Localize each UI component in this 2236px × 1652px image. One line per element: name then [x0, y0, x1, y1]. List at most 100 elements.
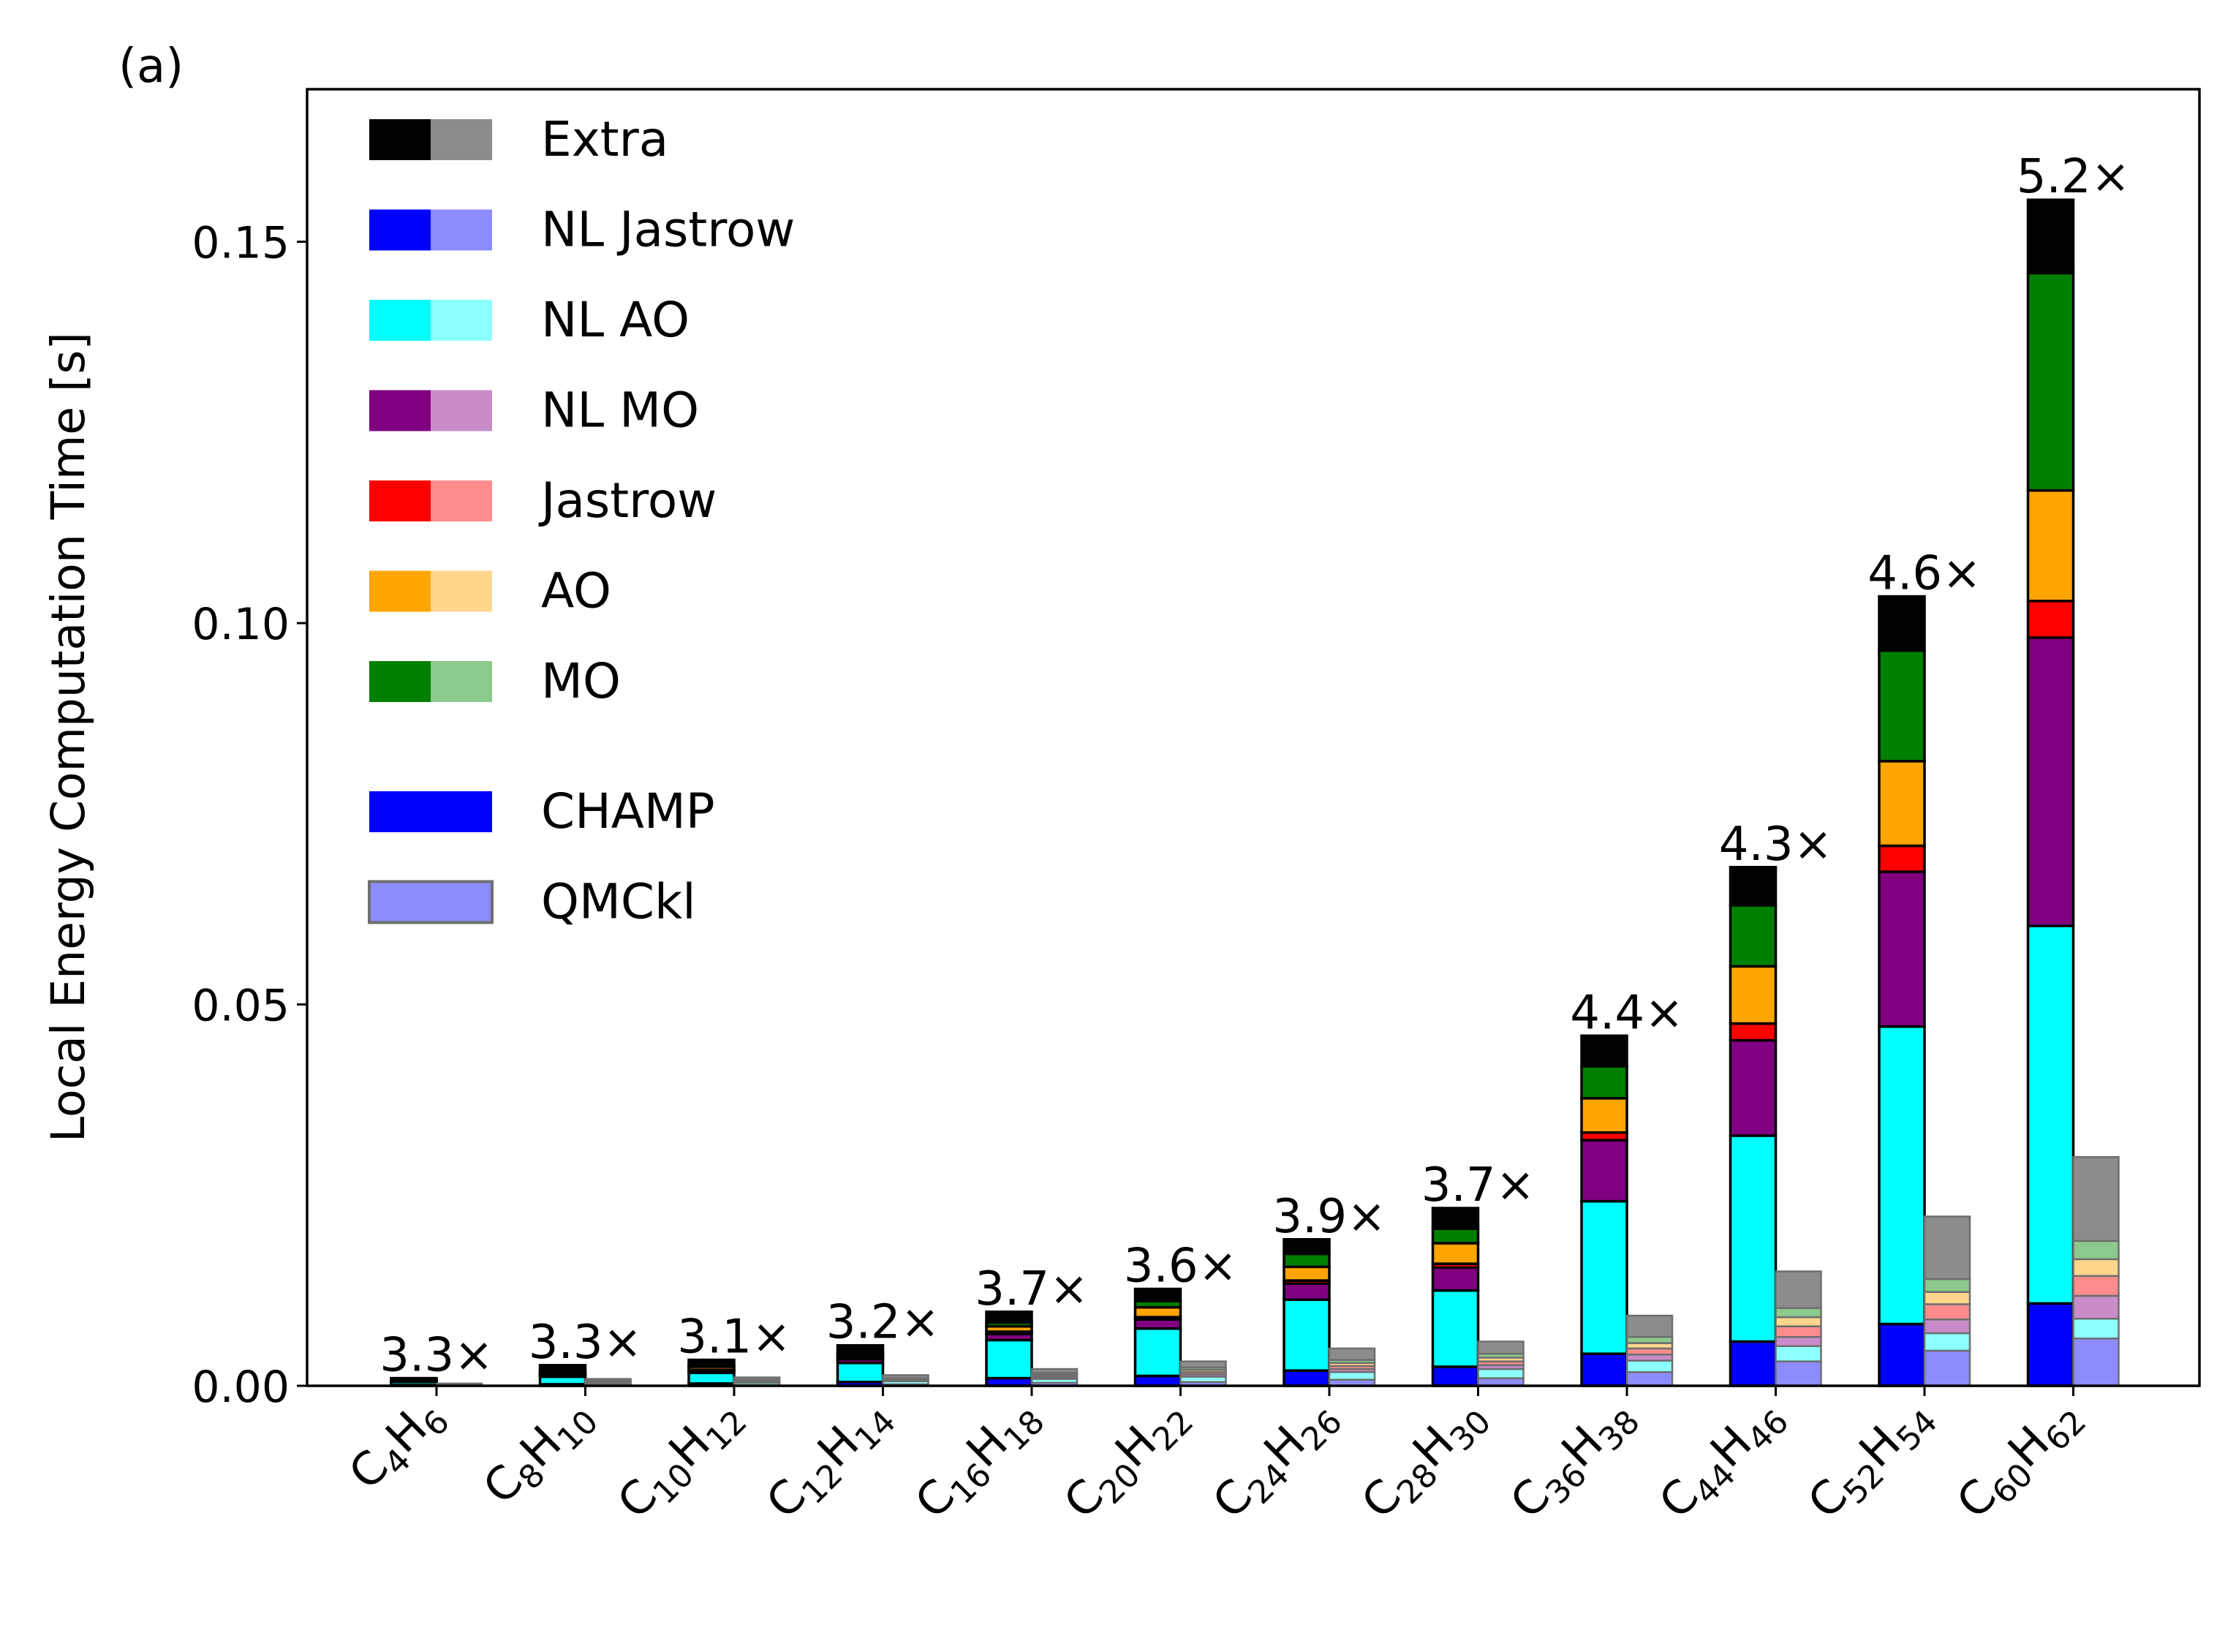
x-tick-label: C16H18 — [904, 1387, 1051, 1534]
champ-bar-segment — [1729, 965, 1778, 1025]
champ-bar-segment — [1729, 866, 1778, 907]
qmckl-bar-segment — [2072, 1338, 2120, 1387]
y-axis-label: Local Energy Computation Time [s] — [42, 332, 95, 1142]
speedup-label: 4.3× — [1719, 818, 1832, 872]
legend-swatch-qmckl — [431, 300, 492, 341]
champ-bar-segment — [1283, 1282, 1331, 1301]
qmckl-bar-segment — [1625, 1359, 1674, 1373]
qmckl-bar-segment — [1625, 1314, 1674, 1338]
champ-bar-segment — [2026, 924, 2075, 1305]
legend-label: MO — [541, 653, 621, 709]
legend: Extra NL Jastrow NL AO NL MO Jastrow AO MO CHAM… — [368, 111, 795, 930]
champ-bar-segment — [1729, 1022, 1778, 1042]
qmckl-bar-segment — [2072, 1240, 2120, 1261]
champ-bar-segment — [1878, 1025, 1926, 1326]
champ-bar-segment — [1580, 1065, 1628, 1100]
champ-bar-segment — [2026, 489, 2075, 603]
legend-label: CHAMP — [541, 783, 715, 840]
champ-bar-segment — [2026, 1302, 2075, 1387]
speedup-label: 3.7× — [1421, 1158, 1535, 1212]
qmckl-bar-segment — [1775, 1270, 1822, 1309]
champ-bar-segment — [1133, 1327, 1182, 1378]
champ-bar-segment — [1729, 904, 1778, 968]
champ-bar-segment — [1133, 1305, 1182, 1319]
qmckl-bar-segment — [1328, 1370, 1376, 1381]
plot-frame — [306, 88, 2201, 1387]
champ-bar-segment — [687, 1358, 736, 1367]
speedup-label: 3.9× — [1272, 1190, 1386, 1244]
champ-bar-segment — [1431, 1289, 1480, 1368]
qmckl-bar-segment — [1923, 1349, 1971, 1387]
legend-swatch-qmckl — [431, 661, 492, 702]
champ-bar-segment — [1133, 1287, 1182, 1302]
champ-bar-segment — [1431, 1266, 1480, 1292]
champ-bar-segment — [1878, 1322, 1926, 1387]
qmckl-bar-segment — [1179, 1360, 1227, 1369]
champ-bar-segment — [390, 1376, 438, 1381]
champ-bar-segment — [1283, 1369, 1331, 1387]
legend-label: Extra — [541, 111, 668, 167]
qmckl-bar-segment — [2072, 1294, 2120, 1320]
champ-bar-segment — [1283, 1252, 1331, 1269]
legend-label: NL AO — [541, 292, 690, 348]
legend-swatch-qmckl — [431, 209, 492, 251]
champ-bar-segment — [2026, 198, 2075, 275]
qmckl-bar-segment — [1923, 1303, 1971, 1321]
qmckl-bar-segment — [1775, 1345, 1822, 1362]
champ-bar-segment — [1729, 1038, 1778, 1137]
champ-bar-segment — [1580, 1352, 1628, 1387]
qmckl-bar-segment — [1775, 1307, 1822, 1319]
champ-bar-segment — [2026, 600, 2075, 639]
champ-bar-segment — [836, 1361, 885, 1384]
speedup-label: 3.7× — [975, 1262, 1088, 1316]
qmckl-bar-segment — [1775, 1336, 1822, 1348]
speedup-label: 5.2× — [2017, 150, 2130, 204]
champ-bar-segment — [1283, 1298, 1331, 1372]
champ-bar-segment — [1431, 1227, 1480, 1245]
champ-bar-segment — [1431, 1242, 1480, 1265]
champ-bar-segment — [1729, 1340, 1778, 1387]
legend-label: Jastrow — [538, 472, 717, 529]
y-axis: 0.00 0.05 0.10 0.15 — [192, 218, 307, 1413]
qmckl-bar-segment — [1328, 1347, 1376, 1361]
legend-swatch-qmckl — [431, 390, 492, 431]
champ-bar-segment — [985, 1338, 1033, 1380]
champ-bar-segment — [1878, 649, 1926, 763]
champ-bar-segment — [985, 1310, 1033, 1324]
champ-bar-segment — [1729, 1134, 1778, 1343]
champ-bar-segment — [2026, 636, 2075, 927]
qmckl-bar-segment — [1030, 1368, 1079, 1374]
champ-bar-segment — [1580, 1139, 1628, 1203]
champ-bar-segment — [1283, 1265, 1331, 1282]
qmckl-bar-segment — [2072, 1258, 2120, 1278]
qmckl-bar-segment — [2072, 1275, 2120, 1297]
champ-bar-segment — [1878, 595, 1926, 652]
legend-swatch-champ — [369, 300, 431, 341]
qmckl-bar-segment — [1477, 1340, 1525, 1355]
bars-layer — [390, 198, 2120, 1387]
qmckl-bar-segment — [1923, 1319, 1971, 1335]
speedup-label: 3.3× — [529, 1316, 642, 1370]
champ-bar-segment — [1431, 1365, 1480, 1387]
legend-swatch-qmckl — [431, 570, 492, 612]
champ-bar-segment — [1133, 1318, 1182, 1330]
speedup-label: 3.3× — [379, 1329, 493, 1383]
qmckl-bar-segment — [882, 1374, 929, 1379]
legend-swatch-qmckl — [431, 119, 492, 160]
qmckl-bar-segment — [733, 1376, 781, 1381]
champ-bar-segment — [1283, 1238, 1331, 1256]
speedup-label: 3.1× — [677, 1310, 790, 1365]
y-tick-label: 0.10 — [192, 599, 290, 650]
y-tick-label: 0.15 — [192, 218, 290, 269]
qmckl-bar-segment — [1477, 1368, 1525, 1379]
legend-swatch-code — [369, 791, 492, 832]
champ-bar-segment — [1133, 1374, 1182, 1387]
legend-label: AO — [541, 563, 611, 619]
qmckl-bar-segment — [2072, 1317, 2120, 1340]
legend-swatch-champ — [369, 119, 431, 160]
qmckl-bar-segment — [1775, 1325, 1822, 1338]
legend-swatch-champ — [369, 570, 431, 612]
legend-label: QMCkl — [541, 874, 696, 930]
champ-bar-segment — [1878, 870, 1926, 1028]
